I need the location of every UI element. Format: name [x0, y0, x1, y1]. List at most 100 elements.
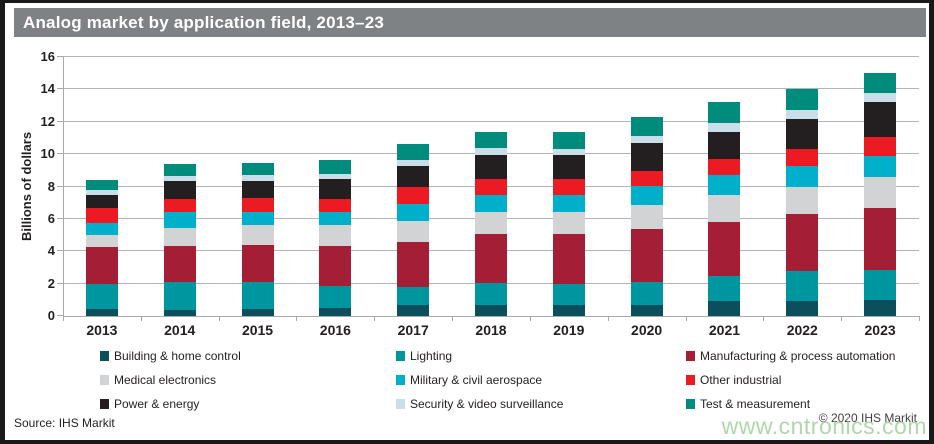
bar-segment	[786, 300, 819, 316]
x-tick-label: 2018	[475, 322, 507, 338]
watermark: www.cntronics.com	[721, 413, 927, 439]
bar-segment	[630, 171, 663, 186]
legend-item: Military & civil aerospace	[396, 373, 542, 387]
legend-item: Test & measurement	[686, 397, 810, 411]
bar-segment	[475, 131, 507, 149]
legend-swatch	[396, 351, 405, 361]
bar-segment	[630, 205, 663, 229]
bar-segment	[397, 220, 430, 242]
legend-item: Lighting	[396, 349, 452, 363]
bar-segment	[241, 163, 274, 176]
y-tick-label: 2	[47, 275, 55, 291]
bar-segment	[786, 149, 819, 167]
chart-title: Analog market by application field, 2013…	[23, 13, 385, 32]
x-tick-mark	[607, 316, 609, 321]
x-tick-mark	[685, 316, 687, 321]
x-tick-mark	[919, 316, 920, 321]
bar-segment	[864, 176, 897, 208]
bar-segment	[475, 154, 507, 180]
bar-segment	[708, 159, 741, 176]
x-tick-mark	[63, 316, 64, 321]
bar-segment	[85, 195, 118, 209]
bar-segment	[241, 225, 274, 245]
bar-segment	[241, 308, 274, 316]
bar-segment	[552, 148, 585, 155]
x-tick-label: 2013	[86, 322, 118, 338]
plot-area	[57, 56, 920, 321]
x-tick-label: 2022	[786, 322, 818, 338]
bar-segment	[397, 241, 430, 287]
legend-item: Other industrial	[686, 373, 781, 387]
x-tick-mark	[763, 316, 765, 321]
y-axis-line	[63, 57, 64, 316]
bar-segment	[241, 175, 274, 181]
y-tick-label: 16	[40, 49, 55, 64]
x-tick-label: 2020	[631, 322, 663, 338]
x-tick-mark	[529, 316, 531, 321]
bar-segment	[786, 166, 819, 187]
bar-segment	[319, 307, 352, 316]
bar-segment	[708, 123, 741, 133]
bar-segment	[864, 269, 897, 300]
bar-segment	[708, 132, 741, 160]
y-tick-mark	[57, 250, 63, 252]
stacked-bar	[241, 163, 274, 316]
stacked-bar	[85, 180, 118, 316]
x-tick-mark	[140, 316, 142, 321]
stacked-bar	[319, 159, 352, 316]
x-axis-line	[63, 316, 919, 317]
x-tick-mark	[841, 316, 843, 321]
bar-segment	[163, 198, 196, 212]
gridline	[63, 88, 919, 90]
x-tick-label: 2016	[319, 322, 351, 338]
bar-segment	[475, 148, 507, 155]
bar-segment	[319, 246, 352, 287]
y-tick-label: 0	[47, 308, 55, 323]
bar-segment	[475, 195, 507, 212]
bar-segment	[85, 283, 118, 309]
x-tick-label: 2019	[553, 322, 585, 338]
bar-segment	[475, 234, 507, 283]
bar-segment	[786, 270, 819, 301]
bar-segment	[85, 180, 118, 190]
bar-segment	[708, 276, 741, 302]
legend-label: Manufacturing & process automation	[700, 349, 896, 363]
legend-item: Manufacturing & process automation	[686, 349, 895, 363]
y-tick-mark	[57, 282, 63, 284]
bar-segment	[397, 165, 430, 188]
y-tick-mark	[57, 153, 63, 155]
stacked-bar	[630, 116, 663, 316]
legend-label: Military & civil aerospace	[410, 373, 543, 387]
legend-swatch	[396, 375, 405, 385]
legend-swatch	[100, 399, 109, 409]
x-tick-mark	[374, 316, 376, 321]
x-tick-label: 2023	[864, 322, 896, 338]
y-tick-mark	[57, 217, 63, 219]
bar-segment	[163, 309, 196, 316]
bar-segment	[163, 163, 196, 177]
legend-swatch	[100, 351, 109, 361]
bar-segment	[864, 299, 897, 316]
bar-segment	[163, 282, 196, 310]
bar-segment	[319, 174, 352, 180]
legend-label: Medical electronics	[114, 373, 217, 387]
bar-segment	[552, 234, 585, 284]
bar-segment	[241, 244, 274, 283]
bar-segment	[319, 224, 352, 247]
bar-segment	[786, 119, 819, 150]
bar-segment	[630, 304, 663, 316]
bar-segment	[630, 135, 663, 143]
bar-segment	[85, 308, 118, 316]
bar-segment	[552, 283, 585, 305]
stacked-bar	[397, 143, 430, 316]
bar-segment	[241, 180, 274, 198]
bar-segment	[475, 305, 507, 316]
y-tick-label: 4	[47, 243, 55, 259]
bar-segment	[85, 208, 118, 223]
bar-segment	[163, 211, 196, 228]
bar-segment	[163, 180, 196, 199]
stacked-bar	[475, 131, 507, 316]
bar-segment	[319, 286, 352, 308]
bar-segment	[163, 227, 196, 246]
bar-segment	[708, 175, 741, 196]
